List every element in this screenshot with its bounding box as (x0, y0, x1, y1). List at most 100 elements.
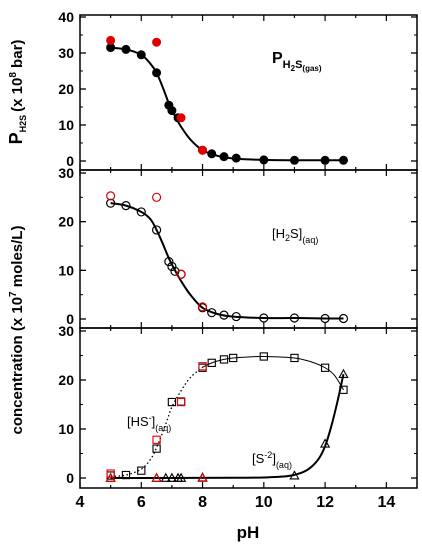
bottom-point-s0 (259, 352, 268, 361)
shared-ylabel-exp: 7 (8, 291, 19, 297)
top-point-s1 (176, 113, 186, 123)
top-annotation-sub-tail: (gas) (302, 64, 321, 73)
bottom-point-s2 (166, 472, 178, 482)
middle-annotation-main: [H (272, 226, 285, 241)
middle-point-s0 (219, 310, 229, 320)
bottom-point-s0 (137, 466, 146, 475)
top-point-s0 (219, 152, 229, 162)
middle-point-s0 (289, 313, 300, 323)
bottom-fit-curve-0 (110, 366, 203, 478)
middle-point-s0 (259, 313, 269, 323)
top-point-s0 (231, 153, 241, 163)
shared-ylabel: concentration (x 107 moles/L) (8, 226, 26, 435)
top-ylabel: PH2S (x 108 bar) (6, 40, 28, 145)
top-fit-curve (110, 46, 344, 162)
bottom-point-s1 (198, 362, 207, 371)
middle-annotation: [H2S](aq) (272, 226, 318, 245)
s2-annotation: [S-2](aq) (252, 450, 292, 470)
s2-annotation-tail: ] (272, 451, 276, 466)
middle-annotation-sub: (aq) (302, 235, 318, 245)
top-ylabel-sub: H2S (18, 115, 28, 133)
bottom-point-s0 (229, 353, 238, 363)
bottom-ytick-label: 30 (58, 323, 74, 339)
middle-point-s0 (106, 198, 116, 208)
x-tick-label: 14 (377, 494, 395, 511)
bottom-fit-curve-1 (202, 355, 344, 391)
top-panel-frame (79, 14, 418, 171)
middle-point-s0 (320, 313, 330, 324)
bottom-point-s1 (152, 435, 161, 444)
bottom-point-s0 (219, 355, 229, 364)
middle-point-s0 (136, 207, 146, 217)
bottom-point-s1 (176, 397, 186, 407)
s2-annotation-sub: (aq) (276, 460, 292, 470)
bottom-point-s2 (319, 438, 331, 448)
top-annotation-sub-num: 2 (291, 64, 296, 73)
data-markers (105, 35, 349, 482)
top-point-s0 (136, 50, 146, 60)
top-point-s0 (207, 149, 217, 159)
shared-ylabel-main: concentration (x 10 (9, 297, 26, 435)
middle-point-s1 (151, 192, 162, 202)
x-tick-label: 8 (198, 494, 207, 511)
bottom-fit-curve-2 (110, 373, 345, 480)
bottom-point-s2 (338, 368, 349, 379)
shared-ylabel-tail: moles/L) (9, 226, 26, 292)
bottom-point-s1 (106, 469, 115, 478)
top-annotation-main: P (272, 50, 283, 67)
bottom-point-s2 (289, 470, 300, 480)
top-point-s0 (121, 44, 131, 54)
middle-ytick-label: 0 (66, 311, 74, 327)
middle-point-s0 (151, 225, 162, 235)
bottom-point-s0 (320, 363, 330, 372)
middle-ytick-label: 30 (58, 165, 74, 181)
bottom-point-s0 (207, 358, 216, 367)
top-ylabel-main: P (6, 132, 26, 144)
top-ylabel-tail2: bar) (9, 40, 26, 73)
middle-point-s1 (197, 302, 208, 312)
hs-annotation: [HS-](aq) (127, 413, 171, 433)
hs-annotation-sub: (aq) (155, 423, 171, 433)
middle-point-s0 (338, 313, 349, 324)
x-axis-label: pH (237, 523, 260, 542)
bottom-point-s0 (152, 444, 161, 453)
s2-annotation-sup: -2 (264, 450, 272, 460)
top-point-s0 (152, 68, 162, 78)
middle-point-s0 (121, 201, 131, 211)
top-point-s0 (259, 155, 269, 165)
middle-point-s1 (106, 191, 116, 201)
middle-fit-curve (110, 202, 344, 320)
bottom-ytick-label: 0 (66, 470, 74, 486)
top-point-s0 (320, 155, 330, 165)
bottom-point-s0 (176, 397, 186, 406)
bottom-point-s0 (290, 353, 299, 363)
s2-annotation-main: [S (252, 451, 265, 466)
hs-annotation-main: [HS (127, 414, 149, 429)
hs-annotation-sup: - (149, 413, 152, 423)
x-tick-label: 4 (76, 494, 85, 511)
top-annotation-sub-s: S (295, 59, 302, 71)
top-point-s1 (198, 145, 208, 155)
middle-ytick-label: 10 (58, 262, 74, 278)
top-ytick-label: 10 (58, 117, 74, 133)
top-ytick-label: 0 (66, 153, 74, 169)
hs-annotation-tail: ] (152, 414, 156, 429)
x-tick-label: 10 (255, 494, 273, 511)
top-ytick-label: 20 (58, 81, 74, 97)
top-ylabel-exp: 8 (8, 72, 19, 78)
bottom-point-s0 (121, 470, 131, 480)
top-point-s1 (106, 35, 116, 45)
middle-ytick-label: 20 (58, 214, 74, 230)
bottom-ytick-label: 10 (58, 421, 74, 437)
bottom-point-s2 (175, 472, 187, 482)
middle-point-s0 (167, 261, 177, 272)
middle-point-s1 (176, 269, 186, 279)
middle-annotation-num: 2 (285, 233, 290, 243)
middle-point-s0 (231, 311, 241, 322)
top-point-s0 (338, 155, 348, 165)
middle-point-s0 (207, 308, 217, 318)
bottom-ytick-label: 20 (58, 372, 74, 388)
bottom-point-s0 (167, 397, 177, 407)
